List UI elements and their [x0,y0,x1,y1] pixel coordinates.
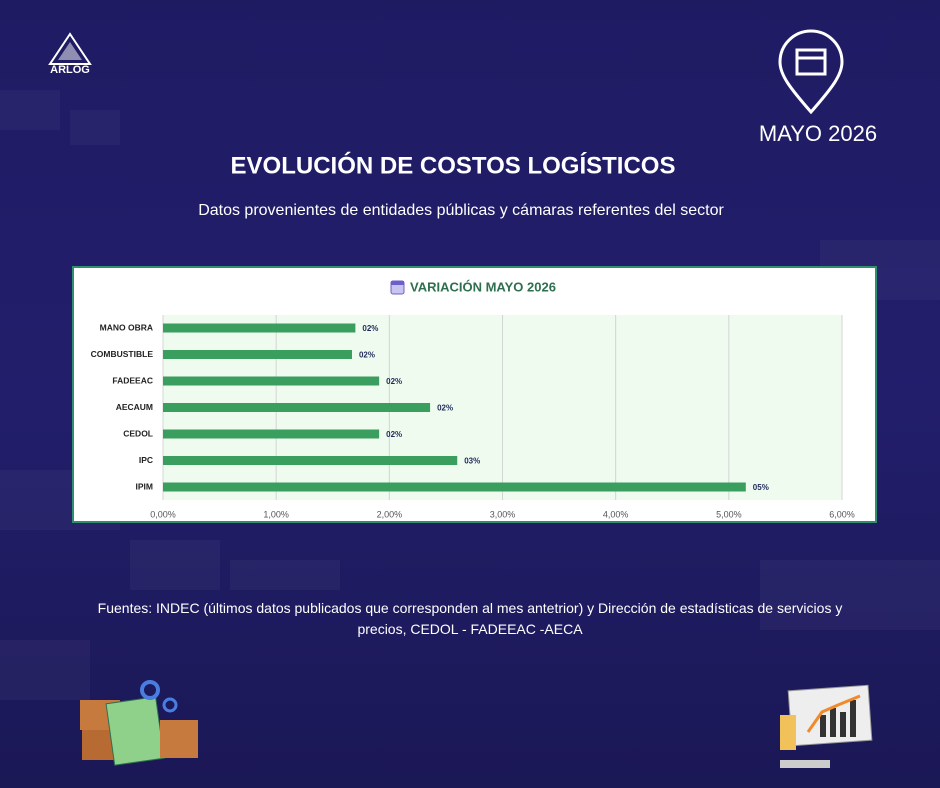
box-icon [80,680,198,766]
x-tick-label: 4,00% [603,509,629,519]
value-label: 02% [437,404,453,413]
x-tick-label: 2,00% [377,509,403,519]
subtitle: Datos provenientes de entidades públicas… [198,202,724,219]
bar [163,403,431,412]
bar [163,482,746,492]
title: EVOLUCIÓN DE COSTOS LOGÍSTICOS [231,151,676,179]
bar [163,323,356,333]
x-tick-label: 1,00% [263,509,289,519]
bar [163,429,380,439]
bar [163,376,380,386]
chart-title: VARIACIÓN MAYO 2026 [410,279,556,294]
footer: Fuentes: INDEC (últimos datos publicados… [97,600,843,637]
x-tick-label: 6,00% [829,509,855,519]
value-label: 02% [386,430,402,439]
bar [163,456,458,465]
y-tick-label: IPIM [136,481,153,491]
logo-icon [48,32,92,65]
y-tick-label: IPC [139,455,153,465]
bar [163,350,352,359]
x-tick-label: 0,00% [150,509,176,519]
value-label: 03% [464,457,480,466]
date: MAYO 2026 [759,121,877,146]
pin-icon [778,29,844,115]
y-tick-label: CEDOL [123,428,153,438]
x-tick-label: 5,00% [716,509,742,519]
logo-text: ARLOG [50,64,90,76]
y-tick-label: MANO OBRA [100,322,153,332]
value-label: 02% [362,324,378,333]
x-tick-label: 3,00% [490,509,516,519]
value-label: 02% [359,351,375,360]
y-tick-label: AECAUM [116,402,153,412]
y-tick-label: FADEEAC [112,375,153,385]
calendar-icon [390,280,405,295]
value-label: 05% [753,483,769,492]
analytics-icon [780,684,873,768]
y-tick-label: COMBUSTIBLE [91,349,154,359]
value-label: 02% [386,377,402,386]
